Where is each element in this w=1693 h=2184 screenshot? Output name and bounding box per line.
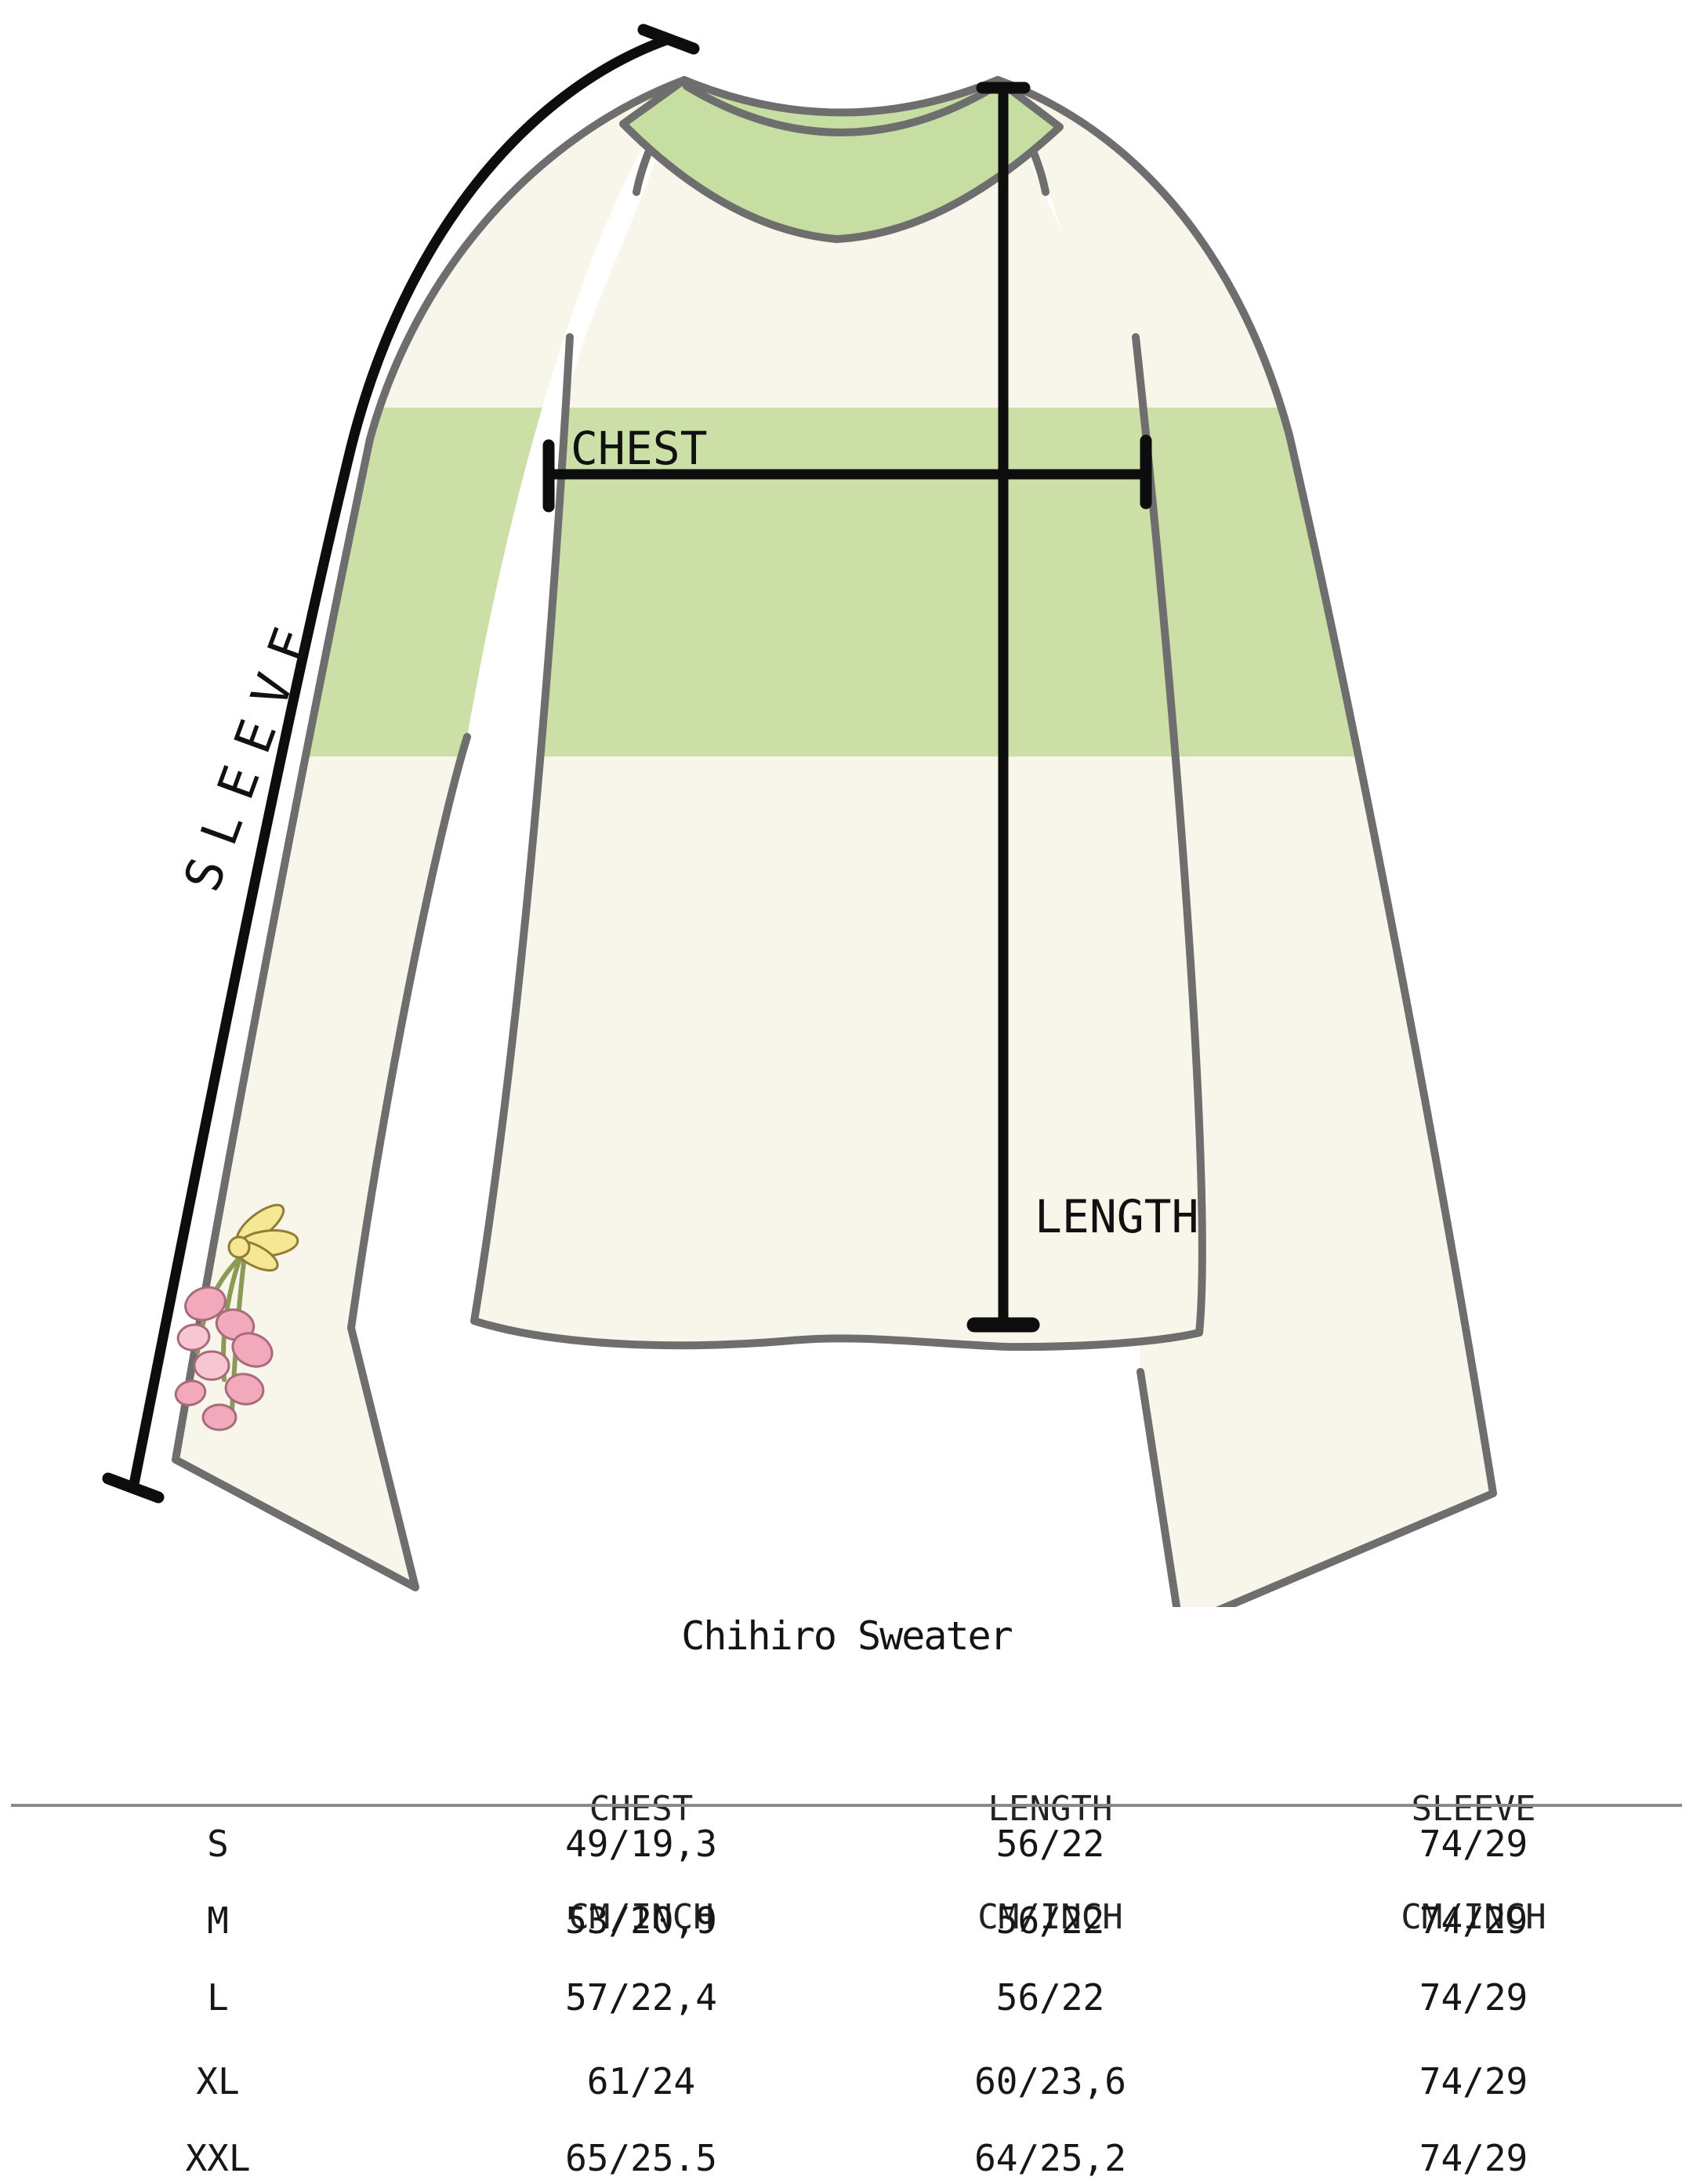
sleeve-cell: 74/29 [1419, 1823, 1528, 1865]
body-outline [470, 333, 1206, 1351]
sleeve-cell: 74/29 [1419, 2060, 1528, 2102]
sleeve-measure-line [102, 24, 700, 1504]
chest-measure-line [542, 434, 1152, 513]
table-header-rule [11, 1804, 1682, 1807]
table-row: S 49/19,3 56/22 74/29 [0, 1826, 1693, 1862]
column-header-chest: CHEST CM/INCH [568, 1789, 714, 1937]
table-row: XXL 65/25.5 64/25,2 74/29 [0, 2140, 1693, 2176]
flower-pink-blossoms [174, 1286, 274, 1431]
chest-cell: 53/20,9 [565, 1899, 717, 1942]
length-cell: 56/22 [995, 1899, 1105, 1942]
size-cell: L [207, 1976, 229, 2019]
table-row: M 53/20,9 56/22 74/29 [0, 1903, 1693, 1939]
length-measure-line [966, 82, 1040, 1333]
collar [619, 76, 1064, 243]
column-header-length: LENGTH CM/INCH [977, 1789, 1123, 1937]
chest-cell: 57/22,4 [565, 1976, 717, 2019]
sleeve-cell: 74/29 [1419, 1976, 1528, 2019]
size-cell: M [207, 1899, 229, 1942]
size-cell: S [207, 1823, 229, 1865]
table-row: L 57/22,4 56/22 74/29 [0, 1979, 1693, 2015]
length-cell: 64/25,2 [974, 2137, 1126, 2179]
sleeve-cell: 74/29 [1419, 2137, 1528, 2179]
sweater-diagram: CHEST LENGTH SLEEVE [102, 24, 1497, 1607]
length-cell: 60/23,6 [974, 2060, 1126, 2102]
collar-inner-line [683, 82, 999, 136]
left-sleeve-outline [172, 76, 688, 1591]
left-sleeve [176, 80, 684, 1587]
size-cell: XXL [185, 2137, 251, 2179]
length-label: LENGTH [1035, 1190, 1199, 1243]
size-table-header: CHEST CM/INCH LENGTH CM/INCH SLEEVE CM/I… [0, 1719, 1693, 2008]
page-title: Chihiro Sweater [681, 1613, 1013, 1659]
chest-stripe [176, 408, 1493, 756]
chest-cell: 65/25.5 [565, 2137, 717, 2179]
right-sleeve-outline [994, 76, 1497, 1607]
column-header-sleeve: SLEEVE CM/INCH [1401, 1789, 1546, 1937]
length-cell: 56/22 [995, 1823, 1105, 1865]
chest-cell: 61/24 [586, 2060, 696, 2102]
table-row: XL 61/24 60/23,6 74/29 [0, 2063, 1693, 2099]
flower-yellow-bloom [227, 1203, 299, 1272]
flower-embroidery [174, 1203, 299, 1431]
size-cell: XL [196, 2060, 240, 2102]
chest-cell: 49/19,3 [565, 1823, 717, 1865]
chest-label: CHEST [571, 422, 708, 475]
length-cell: 56/22 [995, 1976, 1105, 2019]
sleeve-cell: 74/29 [1419, 1899, 1528, 1942]
